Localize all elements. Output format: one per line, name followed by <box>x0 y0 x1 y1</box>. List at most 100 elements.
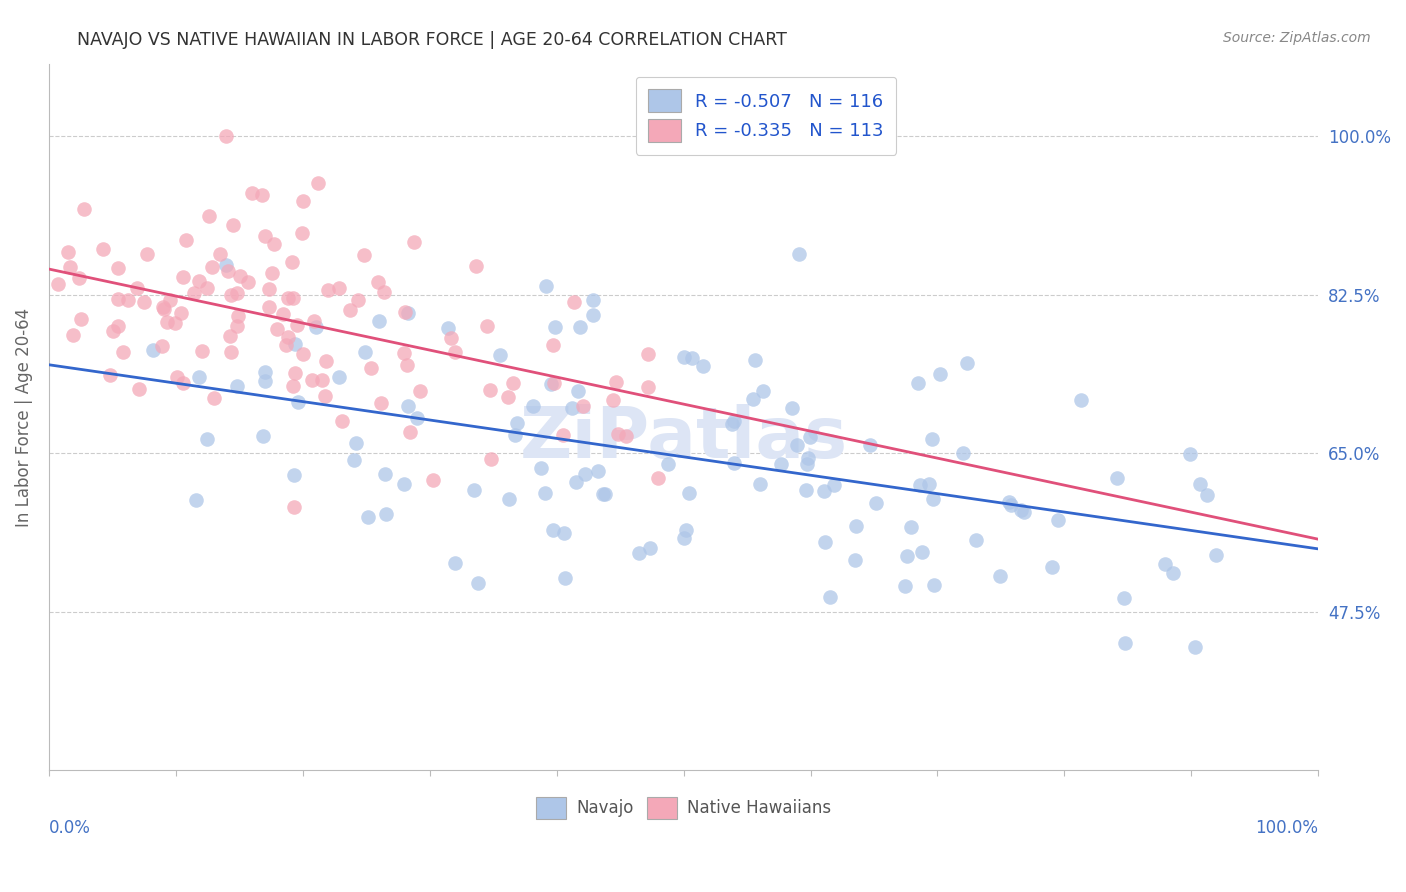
Point <box>1000 498 1022 512</box>
Point <box>422 473 444 487</box>
Point <box>236 275 259 289</box>
Point <box>406 411 429 425</box>
Point <box>291 194 314 209</box>
Point <box>638 541 661 556</box>
Point <box>373 285 395 299</box>
Text: Source: ZipAtlas.com: Source: ZipAtlas.com <box>1223 31 1371 45</box>
Point <box>257 300 280 314</box>
Point <box>536 278 558 293</box>
Point <box>219 345 242 359</box>
Point <box>226 379 249 393</box>
Point <box>522 399 544 413</box>
Point <box>240 186 263 201</box>
Point <box>229 268 252 283</box>
Point <box>257 282 280 296</box>
Point <box>928 368 950 382</box>
Point <box>823 478 845 492</box>
Point <box>396 399 419 413</box>
Point <box>911 545 934 559</box>
Point <box>374 467 396 481</box>
Point <box>988 569 1011 583</box>
Point <box>1010 503 1032 517</box>
Point <box>541 523 564 537</box>
Point <box>375 508 398 522</box>
Point <box>283 467 305 482</box>
Point <box>283 366 305 380</box>
Point <box>368 314 391 328</box>
Point <box>281 379 304 393</box>
Point <box>505 417 527 431</box>
Point <box>156 315 179 329</box>
Point <box>799 430 821 444</box>
Point <box>741 392 763 406</box>
Point <box>117 293 139 307</box>
Point <box>281 254 304 268</box>
Point <box>637 380 659 394</box>
Point <box>614 428 637 442</box>
Point <box>304 314 326 328</box>
Point <box>59 260 82 274</box>
Point <box>1195 488 1218 502</box>
Point <box>91 242 114 256</box>
Point <box>574 467 596 481</box>
Point <box>496 390 519 404</box>
Point <box>136 247 159 261</box>
Point <box>394 305 416 319</box>
Point <box>328 369 350 384</box>
Point <box>463 483 485 497</box>
Point <box>678 486 700 500</box>
Point <box>602 392 624 407</box>
Point <box>209 247 232 261</box>
Point <box>67 271 90 285</box>
Point <box>1161 566 1184 580</box>
Point <box>277 330 299 344</box>
Point <box>183 285 205 300</box>
Point <box>271 307 294 321</box>
Point <box>70 311 93 326</box>
Point <box>367 275 389 289</box>
Point <box>191 343 214 358</box>
Point <box>444 344 467 359</box>
Point <box>226 309 249 323</box>
Point <box>1154 557 1177 571</box>
Point <box>541 337 564 351</box>
Point <box>172 270 194 285</box>
Point <box>530 461 553 475</box>
Point <box>896 549 918 563</box>
Point <box>998 495 1021 509</box>
Point <box>392 476 415 491</box>
Point <box>1114 636 1136 650</box>
Point <box>786 438 808 452</box>
Point <box>370 396 392 410</box>
Point <box>672 531 695 545</box>
Point <box>554 571 576 585</box>
Point <box>675 523 697 537</box>
Point <box>965 533 987 548</box>
Point <box>907 376 929 390</box>
Point <box>354 345 377 359</box>
Point <box>197 432 219 446</box>
Point <box>277 291 299 305</box>
Point <box>283 500 305 514</box>
Point <box>564 475 586 489</box>
Point <box>101 324 124 338</box>
Point <box>956 356 979 370</box>
Point <box>266 322 288 336</box>
Point <box>572 399 595 413</box>
Point <box>952 446 974 460</box>
Point <box>311 373 333 387</box>
Point <box>752 384 775 398</box>
Point <box>723 414 745 428</box>
Point <box>214 259 236 273</box>
Point <box>291 347 314 361</box>
Point <box>202 391 225 405</box>
Point <box>166 369 188 384</box>
Point <box>263 237 285 252</box>
Point <box>328 281 350 295</box>
Point <box>301 373 323 387</box>
Point <box>134 294 156 309</box>
Point <box>672 351 695 365</box>
Point <box>107 260 129 275</box>
Point <box>533 486 555 500</box>
Point <box>201 260 224 274</box>
